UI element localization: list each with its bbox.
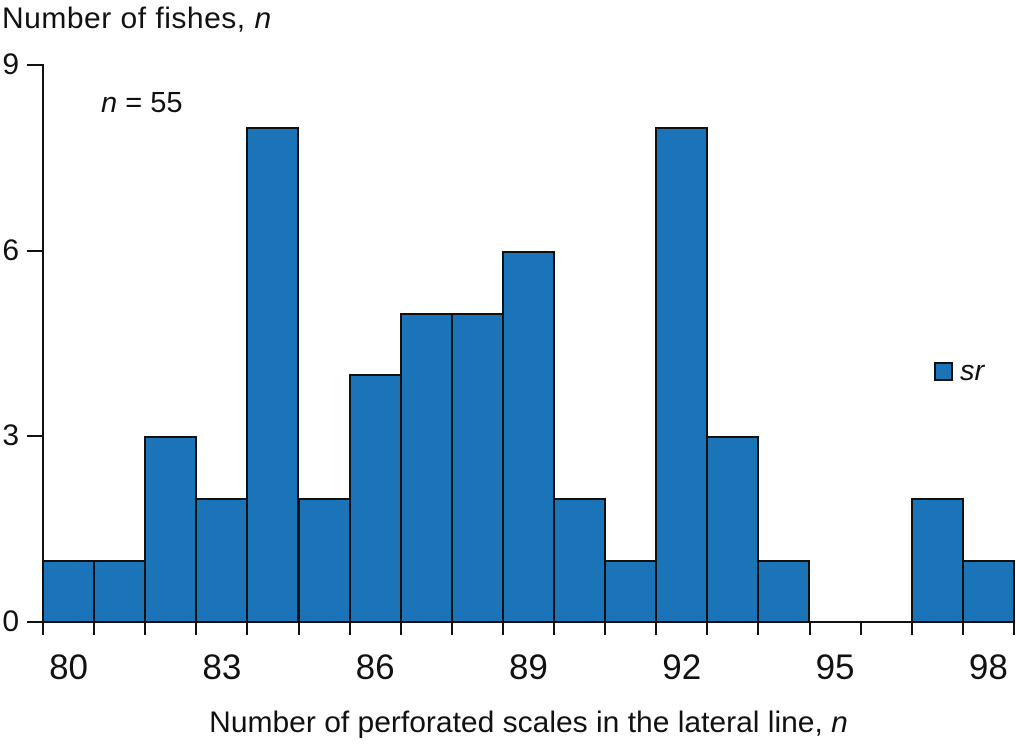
legend-label-sr: sr [960, 355, 985, 387]
x-tick [1012, 621, 1015, 635]
bar-92 [655, 126, 709, 623]
x-tick [859, 621, 862, 635]
x-tick-label: 80 [49, 648, 89, 687]
x-tick [655, 621, 658, 635]
x-tick [297, 621, 300, 635]
y-tick-label: 3 [2, 419, 19, 453]
y-tick-label: 6 [2, 233, 19, 267]
x-tick [604, 621, 607, 635]
x-tick [808, 621, 811, 635]
y-tick [27, 621, 43, 623]
bar-87 [399, 312, 453, 623]
x-tick-label: 83 [202, 648, 242, 687]
x-tick [195, 621, 198, 635]
x-tick-label: 98 [968, 648, 1008, 687]
bar-94 [757, 560, 811, 623]
x-tick-label: 89 [508, 648, 548, 687]
bar-90 [553, 498, 607, 623]
bar-81 [93, 560, 147, 623]
y-axis-line [42, 64, 44, 623]
bar-97 [910, 498, 964, 623]
y-tick [27, 435, 43, 438]
bar-86 [348, 374, 402, 623]
chart-title-text: Number of fishes, [2, 2, 255, 35]
x-tick [144, 621, 147, 635]
bar-91 [604, 560, 658, 623]
annotation-value: = 55 [117, 87, 183, 119]
x-axis-title: Number of perforated scales in the later… [43, 705, 1014, 741]
x-tick [348, 621, 351, 635]
x-tick [399, 621, 402, 635]
x-tick [706, 621, 709, 635]
bar-88 [450, 312, 504, 623]
bar-98 [961, 560, 1015, 623]
x-axis-title-text: Number of perforated scales in the later… [209, 706, 832, 739]
y-tick [27, 249, 43, 252]
x-tick [246, 621, 249, 635]
x-tick-label: 95 [815, 648, 855, 687]
x-tick [93, 621, 96, 635]
chart-title-italic-n: n [254, 2, 272, 35]
x-tick [450, 621, 453, 635]
x-axis-title-italic-n: n [831, 706, 848, 739]
x-tick [961, 621, 964, 635]
annotation-italic-n: n [101, 87, 118, 119]
y-tick [27, 63, 43, 66]
x-tick-label: 86 [355, 648, 395, 687]
bar-85 [297, 498, 351, 623]
bar-80 [42, 560, 96, 623]
y-tick-label: 9 [2, 47, 19, 81]
bar-83 [195, 498, 249, 623]
x-tick [501, 621, 504, 635]
chart-title: Number of fishes, n [2, 0, 272, 38]
x-tick [910, 621, 913, 635]
y-tick-label: 0 [2, 605, 19, 638]
x-tick [42, 621, 44, 635]
bar-93 [706, 436, 760, 623]
legend-swatch-icon [934, 361, 953, 381]
x-tick-label: 92 [662, 648, 702, 687]
bar-89 [501, 250, 555, 623]
x-tick [757, 621, 760, 635]
legend: sr [934, 355, 985, 387]
sample-size-annotation: n = 55 [101, 86, 182, 120]
x-tick [553, 621, 555, 635]
bar-84 [246, 126, 300, 623]
bar-82 [144, 436, 198, 623]
